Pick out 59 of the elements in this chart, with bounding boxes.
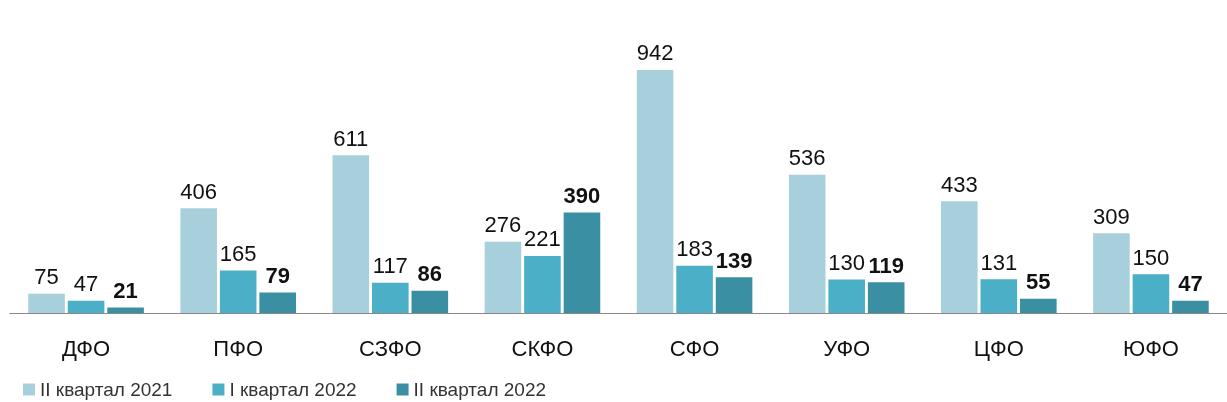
data-label: 47 [73,271,99,297]
bar [180,208,217,313]
data-label: 21 [113,278,138,304]
bar [67,300,105,313]
bar [219,270,257,313]
data-label: 309 [1093,203,1130,229]
x-tick-label: СФО [669,335,720,361]
data-label: 131 [980,249,1018,275]
bar [941,201,978,313]
bar [788,174,826,313]
bar [484,241,522,313]
bar [867,282,905,313]
bar [411,290,449,313]
data-label: 130 [828,249,866,275]
data-label: 79 [265,263,290,289]
bar [563,212,601,313]
x-tick-label: УФО [823,335,871,361]
data-label: 75 [34,264,59,290]
data-label: 611 [333,125,369,151]
data-label: 165 [219,240,257,266]
data-label: 276 [484,212,522,238]
data-label: 390 [563,182,601,208]
data-label: 221 [524,226,561,252]
bar [259,292,296,313]
data-label: 406 [180,178,218,204]
x-tick-label: СКФО [511,335,574,361]
bar [28,293,65,313]
x-tick-label: ЮФО [1122,335,1179,361]
legend-label: II квартал 2022 [413,379,547,400]
bar [1020,298,1057,313]
x-tick-label: СЗФО [359,335,422,361]
bar [676,265,713,313]
bar [524,255,561,313]
bar [980,279,1018,313]
data-label: 117 [372,253,408,279]
bar [372,282,409,313]
data-label: 942 [636,40,674,66]
data-label: 119 [868,252,904,278]
bar [636,69,674,313]
legend-label: I квартал 2022 [229,379,357,400]
data-label: 55 [1026,269,1051,295]
bar [828,279,865,313]
x-tick-label: ПФО [213,335,264,361]
x-tick-label: ДФО [61,335,111,361]
bar [332,155,370,313]
bar [1172,300,1209,313]
data-label: 47 [1178,271,1203,297]
bar [107,307,144,313]
bar [1093,233,1130,313]
bar [1132,274,1170,313]
legend-label: II квартал 2021 [40,379,173,400]
data-label: 183 [676,236,713,262]
data-label: 150 [1132,244,1170,270]
data-label: 86 [417,261,443,287]
data-label: 139 [715,247,753,273]
bar [715,277,753,313]
data-label: 433 [940,171,978,197]
data-label: 536 [788,145,826,171]
x-tick-label: ЦФО [973,335,1024,361]
